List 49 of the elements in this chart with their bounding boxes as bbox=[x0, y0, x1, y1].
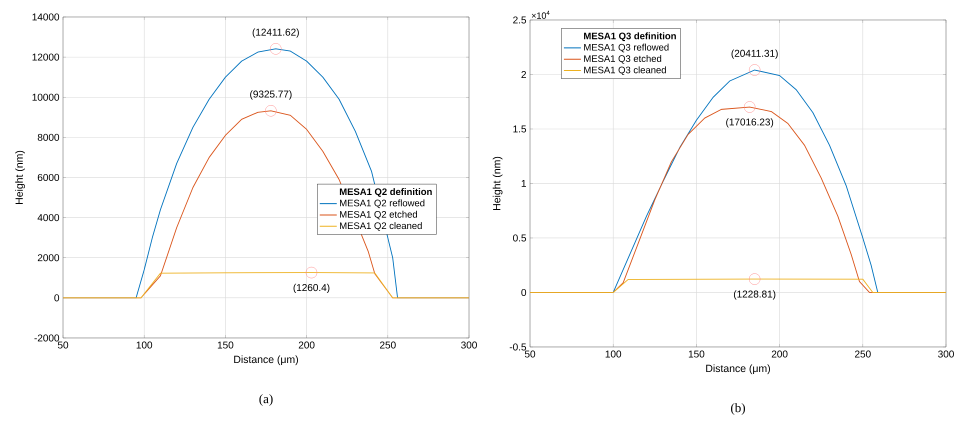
legend-title: MESA1 Q3 definition bbox=[584, 32, 676, 42]
annotation: (17016.23) bbox=[726, 118, 774, 128]
annotation: (20411.31) bbox=[732, 50, 778, 59]
y-tick-label: 2 bbox=[521, 71, 526, 78]
y-tick-label: 4000 bbox=[38, 214, 60, 222]
legend-label: MESA1 Q2 cleaned bbox=[340, 222, 422, 231]
y-tick-label: 0 bbox=[54, 294, 60, 302]
y-tick-label: 10000 bbox=[32, 94, 60, 101]
annotation: (9325.77) bbox=[250, 90, 292, 100]
y-tick-label: 8000 bbox=[38, 134, 60, 141]
y-tick-label: -0.5 bbox=[510, 343, 526, 351]
x-tick-label: 250 bbox=[380, 342, 396, 349]
y-tick-label: 0 bbox=[521, 288, 526, 296]
y-tick-label: 0.5 bbox=[513, 234, 526, 242]
text: (a) bbox=[259, 394, 273, 406]
legend-label: MESA1 Q3 reflowed bbox=[584, 44, 669, 52]
x-tick-label: 100 bbox=[606, 350, 622, 358]
x-axis-title: Distance (μm) bbox=[234, 355, 298, 366]
x-tick-label: 250 bbox=[854, 350, 871, 358]
x-tick-label: 300 bbox=[461, 342, 477, 349]
annotation: (1228.81) bbox=[734, 290, 776, 300]
y-tick-label: -2000 bbox=[34, 334, 60, 342]
legend-label: MESA1 Q2 etched bbox=[340, 210, 418, 220]
y-tick-label: 6000 bbox=[38, 174, 60, 182]
legend-label: MESA1 Q2 reflowed bbox=[340, 199, 424, 208]
x-tick-label: 150 bbox=[218, 342, 234, 349]
annotation: (1260.4) bbox=[294, 284, 330, 294]
y-axis-title: Height (nm) bbox=[15, 150, 25, 204]
x-tick-label: 50 bbox=[524, 350, 536, 358]
legend-label: MESA1 Q3 etched bbox=[584, 55, 662, 64]
text: (b) bbox=[731, 403, 745, 415]
x-tick-label: 300 bbox=[938, 350, 954, 358]
legend-label: MESA1 Q3 cleaned bbox=[584, 66, 666, 76]
x-tick-label: 150 bbox=[688, 350, 704, 358]
x-tick-label: 50 bbox=[58, 342, 68, 349]
y-tick-label: 2000 bbox=[38, 254, 60, 262]
y-tick-label: 1 bbox=[522, 180, 526, 187]
y-tick-label: 12000 bbox=[32, 54, 60, 61]
legend-title: MESA1 Q2 definition bbox=[340, 188, 432, 197]
x-tick-label: 200 bbox=[772, 350, 788, 358]
y-axis-title: Height (nm) bbox=[492, 156, 502, 210]
x-tick-label: 200 bbox=[298, 342, 315, 349]
text: ×10$^{4}$ bbox=[532, 10, 550, 19]
y-tick-label: 1.5 bbox=[513, 126, 526, 132]
y-tick-label: 2.5 bbox=[513, 16, 526, 24]
x-tick-label: 100 bbox=[136, 342, 152, 349]
x-axis-title: Distance (μm) bbox=[706, 364, 770, 374]
annotation: (12411.62) bbox=[252, 28, 299, 38]
y-tick-label: 14000 bbox=[32, 13, 60, 21]
